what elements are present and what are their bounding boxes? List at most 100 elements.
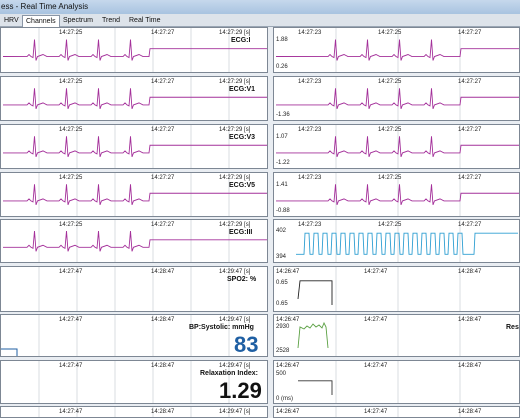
panel-right-ecg-4: 14:27:23 14:27:25 14:27:27 1.41 -0.88 <box>273 172 520 217</box>
bottom-left-plot <box>38 407 230 417</box>
bp-systolic-value: 83 <box>234 332 259 357</box>
tab-trend[interactable]: Trend <box>102 17 121 24</box>
time-label: 14:27:29 [s] <box>219 222 251 228</box>
relaxation-waveform <box>298 380 333 395</box>
panel-spo2: 14:27:47 14:28:47 14:29:47 [s] SPO2: % <box>0 266 268 312</box>
time-label: 14:27:47 <box>364 363 388 369</box>
ecg-iii-plot <box>2 220 267 262</box>
panel-ecg-v3: 14:27:25 14:27:27 14:27:29 [s] ECG:V3 <box>0 124 268 169</box>
ecg-waveform <box>3 184 267 206</box>
channel-label: ECG:I <box>231 37 251 44</box>
time-label: 14:27:47 <box>364 317 388 323</box>
time-label: 14:29:47 [s] <box>219 363 251 369</box>
tab-bar: HRV Channels Spectrum Trend Real Time <box>0 14 520 27</box>
time-label: 14:27:27 <box>151 175 175 181</box>
time-label: 14:28:47 <box>458 317 482 323</box>
time-label: 14:27:27 <box>151 30 175 36</box>
y-min-label: 0 (ms) <box>276 396 293 402</box>
time-label: 14:27:25 <box>59 222 83 228</box>
time-label: 14:27:27 <box>458 30 482 36</box>
y-max-label: 500 <box>276 371 287 377</box>
ecg-waveform <box>276 88 519 110</box>
time-label: 14:27:47 <box>364 409 388 415</box>
bp-trend-line <box>1 348 18 356</box>
time-label: 14:27:47 <box>59 317 83 323</box>
panel-right-ecg-3: 14:27:23 14:27:25 14:27:27 1.07 -1.22 <box>273 124 520 169</box>
y-max-label: 2930 <box>276 324 290 330</box>
time-label: 14:29:47 [s] <box>219 269 251 275</box>
panel-right-bp: 14:26:47 14:27:47 14:28:47 2930 2528 Res <box>273 314 520 357</box>
spo2-waveform <box>297 280 333 305</box>
ecg-v1-plot <box>3 77 267 120</box>
channel-label: ECG:III <box>229 229 253 236</box>
panel-relaxation-index: 14:27:47 14:28:47 14:29:47 [s] Relaxatio… <box>0 360 268 404</box>
channel-label: ECG:V5 <box>229 182 256 189</box>
time-label: 14:28:47 <box>458 409 482 415</box>
channel-label: SPO2: % <box>227 276 257 283</box>
time-label: 14:27:47 <box>59 409 83 415</box>
right-respiration-plot <box>296 220 518 262</box>
panel-right-bottom: 14:26:47 14:27:47 14:28:47 <box>273 406 520 418</box>
time-label: 14:28:47 <box>151 269 175 275</box>
time-label: 14:29:47 [s] <box>219 317 251 323</box>
window-title: ess - Real Time Analysis <box>0 0 520 14</box>
ecg-waveform <box>276 184 519 206</box>
y-max-label: 402 <box>276 228 287 234</box>
ecg-waveform <box>2 230 267 252</box>
time-label: 14:28:47 <box>458 363 482 369</box>
time-label: 14:27:25 <box>59 127 83 133</box>
panel-ecg-v1: 14:27:25 14:27:27 14:27:29 [s] ECG:V1 <box>0 76 268 121</box>
ecg-waveform <box>276 136 519 158</box>
panel-right-spo2: 14:26:47 14:27:47 14:28:47 0.65 0.65 <box>273 266 520 312</box>
panel-right-relaxation: 14:26:47 14:27:47 14:28:47 500 0 (ms) <box>273 360 520 404</box>
y-max-label: 1.07 <box>276 134 288 140</box>
y-min-label: -0.88 <box>276 208 290 214</box>
channel-label: ECG:V1 <box>229 86 256 93</box>
tab-real-time[interactable]: Real Time <box>129 17 161 24</box>
time-label: 14:27:23 <box>298 127 322 133</box>
time-label: 14:26:47 <box>276 269 300 275</box>
time-label: 14:27:27 <box>458 127 482 133</box>
y-max-label: 0.65 <box>276 280 288 286</box>
time-label: 14:27:25 <box>378 79 402 85</box>
right-ecg-3-plot <box>276 125 519 168</box>
right-ecg-4-plot <box>276 173 519 216</box>
channel-label: ECG:V3 <box>229 134 256 141</box>
ecg-waveform <box>275 39 519 61</box>
panel-right-ecg-1: 14:27:23 14:27:25 14:27:27 1.88 0.26 <box>273 27 520 73</box>
time-label: 14:27:25 <box>378 222 402 228</box>
time-label: 14:27:29 [s] <box>219 175 251 181</box>
time-label: 14:27:25 <box>378 127 402 133</box>
time-label: 14:27:29 [s] <box>219 79 251 85</box>
panel-ecg-iii: 14:27:25 14:27:27 14:27:29 [s] ECG:III <box>0 219 268 263</box>
respiration-waveform <box>296 232 518 255</box>
channel-label: Res <box>506 324 519 331</box>
right-relaxation-plot <box>298 361 461 403</box>
time-label: 14:26:47 <box>276 317 300 323</box>
right-ecg-2-plot <box>276 77 519 120</box>
time-label: 14:27:47 <box>364 269 388 275</box>
ecg-waveform <box>3 136 267 158</box>
tab-channels[interactable]: Channels <box>22 15 60 27</box>
y-max-label: 1.88 <box>276 37 288 43</box>
tab-hrv[interactable]: HRV <box>4 17 19 24</box>
ecg-v3-plot <box>3 125 267 168</box>
time-label: 14:27:27 <box>458 79 482 85</box>
time-label: 14:28:47 <box>151 363 175 369</box>
right-spo2-plot <box>297 267 461 311</box>
bp-waveform <box>297 321 329 349</box>
spo2-plot <box>38 267 230 311</box>
ecg-waveform <box>3 88 267 110</box>
panel-bottom-left: 14:27:47 14:28:47 14:29:47 [s] <box>0 406 268 418</box>
time-label: 14:27:27 <box>151 127 175 133</box>
tab-spectrum[interactable]: Spectrum <box>63 17 93 24</box>
right-ecg-1-plot <box>275 28 519 72</box>
panel-ecg-i: 14:27:25 14:27:27 14:27:29 [s] ECG:I <box>0 27 268 73</box>
y-min-label: 0.26 <box>276 64 288 70</box>
panel-bp-systolic: 14:27:47 14:28:47 14:29:47 [s] BP:Systol… <box>0 314 268 357</box>
ecg-waveform <box>2 39 267 61</box>
time-label: 14:27:25 <box>59 30 83 36</box>
channel-label: Relaxation Index: <box>200 370 258 377</box>
y-min-label: 2528 <box>276 348 290 354</box>
